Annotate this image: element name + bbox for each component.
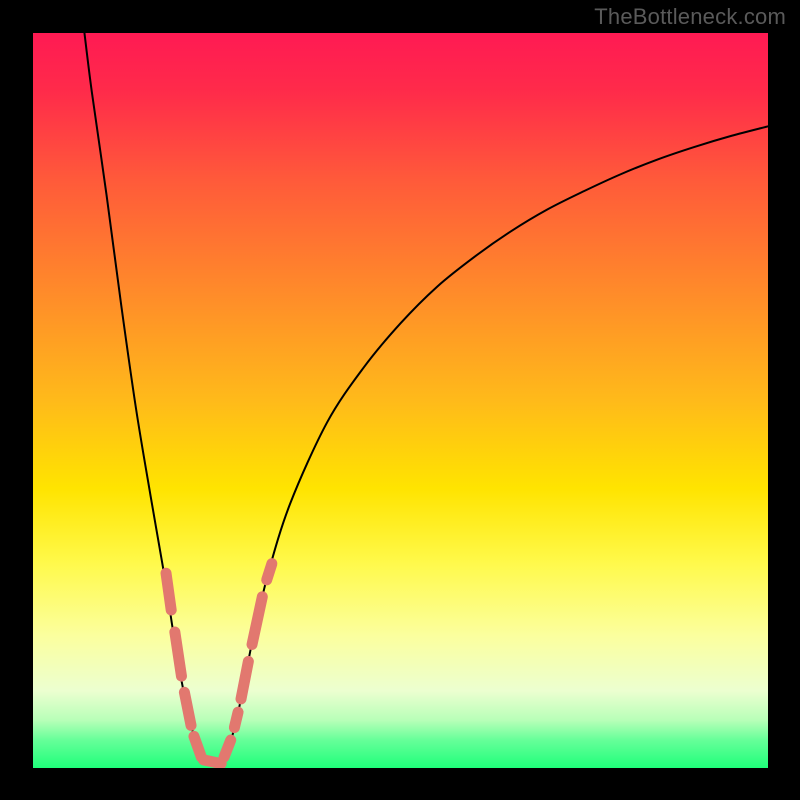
curve-marker-capsule (194, 736, 201, 757)
curve-marker-capsule (166, 573, 171, 610)
curve-marker-capsule (234, 712, 238, 727)
curve-marker-capsule (267, 564, 272, 580)
curve-marker-capsule (175, 632, 182, 676)
curve-marker-capsule (204, 760, 222, 764)
curve-marker-capsule (224, 740, 231, 757)
plot-background-gradient (33, 33, 768, 768)
chart-container: TheBottleneck.com (0, 0, 800, 800)
curve-marker-capsule (241, 661, 248, 698)
curve-marker-capsule (184, 692, 191, 725)
bottleneck-curve-chart (0, 0, 800, 800)
